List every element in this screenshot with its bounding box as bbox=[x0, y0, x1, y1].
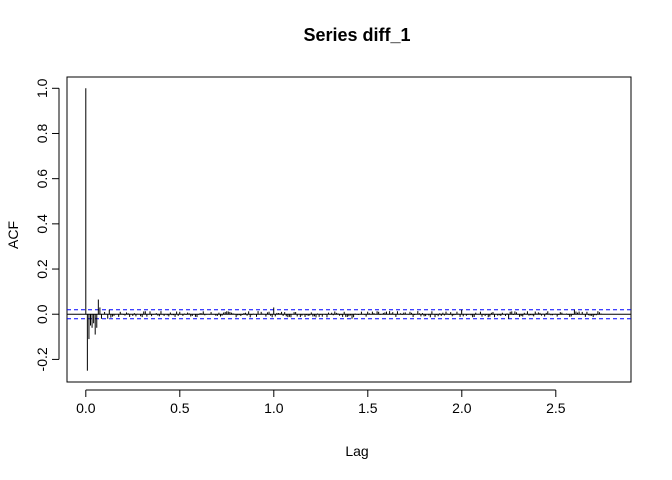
x-axis: 0.0 0.5 1.0 1.5 2.0 2.5 bbox=[76, 389, 566, 416]
y-axis: -0.2 0.0 0.2 0.4 0.6 0.8 1.0 bbox=[34, 78, 60, 371]
y-tick-label: 0.6 bbox=[34, 169, 50, 189]
y-tick-label: 0.0 bbox=[34, 304, 50, 324]
plot-frame bbox=[66, 76, 632, 383]
y-tick-label: 1.0 bbox=[34, 78, 50, 98]
x-tick-label: 0.5 bbox=[170, 400, 190, 416]
x-tick-label: 1.0 bbox=[264, 400, 284, 416]
chart-title: Series diff_1 bbox=[303, 25, 410, 45]
y-axis-label: ACF bbox=[5, 221, 21, 249]
x-tick-label: 0.0 bbox=[76, 400, 96, 416]
y-tick-label: -0.2 bbox=[34, 347, 50, 371]
x-tick-label: 1.5 bbox=[358, 400, 378, 416]
y-tick-label: 0.8 bbox=[34, 124, 50, 144]
y-tick-label: 0.2 bbox=[34, 259, 50, 279]
acf-spikes bbox=[85, 88, 602, 371]
x-tick-label: 2.0 bbox=[452, 400, 472, 416]
x-axis-label: Lag bbox=[345, 443, 368, 459]
x-tick-label: 2.5 bbox=[546, 400, 566, 416]
y-tick-label: 0.4 bbox=[34, 214, 50, 234]
